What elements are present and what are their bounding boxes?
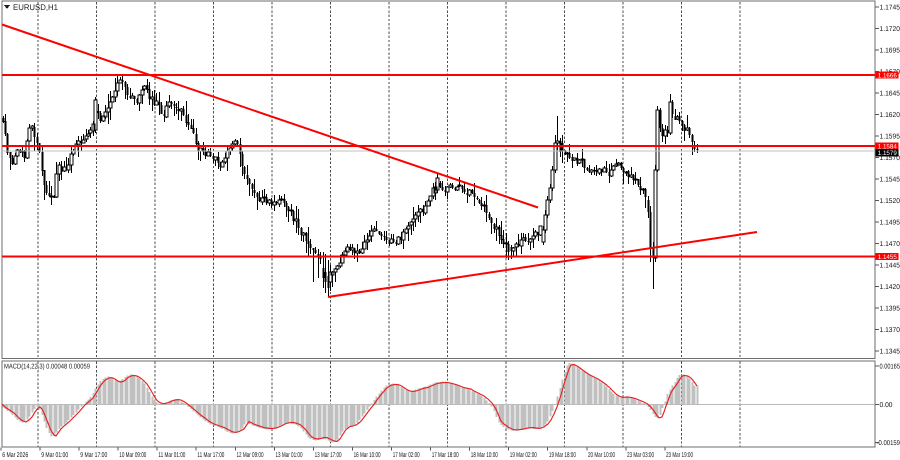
svg-text:1.1370: 1.1370 bbox=[880, 327, 900, 334]
svg-text:1.1495: 1.1495 bbox=[880, 220, 900, 227]
svg-text:1.1579: 1.1579 bbox=[878, 150, 897, 157]
svg-text:23 Mar 03:00: 23 Mar 03:00 bbox=[627, 452, 654, 459]
svg-text:1.1570: 1.1570 bbox=[880, 155, 900, 162]
svg-text:10 Mar 09:00: 10 Mar 09:00 bbox=[119, 452, 146, 459]
svg-text:13 Mar 01:00: 13 Mar 01:00 bbox=[276, 452, 303, 459]
svg-text:1.1720: 1.1720 bbox=[880, 26, 900, 33]
svg-text:EURUSD,H1: EURUSD,H1 bbox=[13, 3, 58, 12]
svg-text:-0.00159: -0.00159 bbox=[877, 440, 900, 447]
svg-text:17 Mar 18:00: 17 Mar 18:00 bbox=[432, 452, 459, 459]
svg-text:20 Mar 10:00: 20 Mar 10:00 bbox=[588, 452, 615, 459]
svg-text:11 Mar 17:00: 11 Mar 17:00 bbox=[197, 452, 224, 459]
svg-text:9 Mar 01:00: 9 Mar 01:00 bbox=[41, 452, 68, 459]
svg-text:19 Mar 18:00: 19 Mar 18:00 bbox=[549, 452, 576, 459]
svg-text:1.1545: 1.1545 bbox=[880, 177, 900, 184]
svg-text:1.1595: 1.1595 bbox=[880, 134, 900, 141]
svg-text:0.00: 0.00 bbox=[880, 402, 893, 409]
svg-text:1.1345: 1.1345 bbox=[880, 349, 900, 356]
svg-text:1.1520: 1.1520 bbox=[880, 198, 900, 205]
svg-text:1.1445: 1.1445 bbox=[880, 263, 900, 270]
svg-text:13 Mar 17:00: 13 Mar 17:00 bbox=[315, 452, 342, 459]
svg-text:18 Mar 10:00: 18 Mar 10:00 bbox=[471, 452, 498, 459]
svg-text:1.1745: 1.1745 bbox=[880, 5, 900, 12]
svg-text:19 Mar 02:00: 19 Mar 02:00 bbox=[510, 452, 537, 459]
svg-text:9 Mar 17:00: 9 Mar 17:00 bbox=[80, 452, 107, 459]
svg-text:1.1666: 1.1666 bbox=[878, 72, 897, 79]
svg-text:1.1695: 1.1695 bbox=[880, 48, 900, 55]
svg-text:11 Mar 01:00: 11 Mar 01:00 bbox=[158, 452, 185, 459]
svg-text:12 Mar 09:00: 12 Mar 09:00 bbox=[237, 452, 264, 459]
svg-text:0.00165: 0.00165 bbox=[880, 364, 900, 371]
svg-text:16 Mar 10:00: 16 Mar 10:00 bbox=[354, 452, 381, 459]
svg-text:23 Mar 19:00: 23 Mar 19:00 bbox=[666, 452, 693, 459]
svg-text:17 Mar 02:00: 17 Mar 02:00 bbox=[393, 452, 420, 459]
svg-text:1.1420: 1.1420 bbox=[880, 284, 900, 291]
svg-text:1.1395: 1.1395 bbox=[880, 306, 900, 313]
svg-text:1.1584: 1.1584 bbox=[878, 143, 897, 150]
svg-text:6 Mar 2026: 6 Mar 2026 bbox=[2, 452, 28, 459]
svg-text:1.1645: 1.1645 bbox=[880, 91, 900, 98]
svg-text:1.1470: 1.1470 bbox=[880, 241, 900, 248]
svg-text:1.1455: 1.1455 bbox=[878, 254, 897, 261]
svg-text:MACD(14,22,3) 0.00048 0.00059: MACD(14,22,3) 0.00048 0.00059 bbox=[4, 362, 90, 370]
svg-text:1.1620: 1.1620 bbox=[880, 112, 900, 119]
